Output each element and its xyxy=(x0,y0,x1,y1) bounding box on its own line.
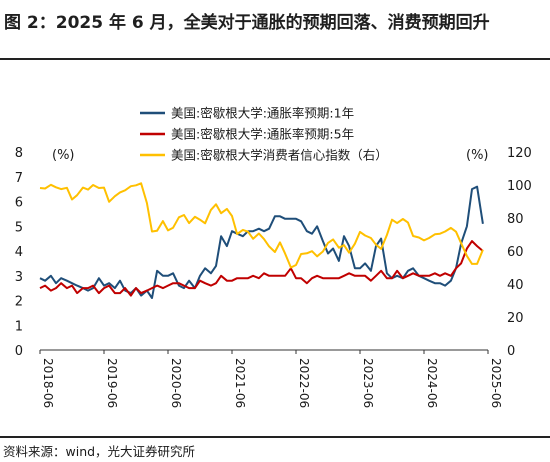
legend-label-3: 美国:密歇根大学消费者信心指数（右） xyxy=(171,148,388,163)
chart-title: 图 2：2025 年 6 月，全美对于通胀的预期回落、消费预期回升 xyxy=(4,13,490,33)
left-tick-label: 6 xyxy=(15,196,23,211)
right-tick-label: 100 xyxy=(507,179,532,194)
title-divider xyxy=(0,58,550,60)
series-group xyxy=(39,182,484,299)
left-tick-label: 7 xyxy=(15,171,23,186)
left-tick-label: 0 xyxy=(15,344,23,359)
legend: 美国:密歇根大学:通胀率预期:1年美国:密歇根大学:通胀率预期:5年美国:密歇根… xyxy=(140,106,388,163)
x-tick-label: 2020-06 xyxy=(169,358,183,408)
series-line-1 xyxy=(39,185,484,299)
left-tick-label: 4 xyxy=(15,245,23,260)
x-tick-label: 2018-06 xyxy=(41,358,55,408)
series-line-3 xyxy=(39,182,484,269)
right-tick-label: 120 xyxy=(507,146,532,161)
x-tick-label: 2022-06 xyxy=(297,358,311,408)
right-axis-unit: (%) xyxy=(466,148,489,163)
right-tick-label: 20 xyxy=(507,311,524,326)
x-tick-label: 2021-06 xyxy=(233,358,247,408)
left-tick-label: 5 xyxy=(15,220,23,235)
x-tick-label: 2025-06 xyxy=(489,358,503,408)
source-note: 资料来源：wind，光大证券研究所 xyxy=(3,444,196,459)
right-tick-label: 0 xyxy=(507,344,515,359)
source-divider xyxy=(0,436,550,438)
left-tick-label: 2 xyxy=(15,295,23,310)
left-tick-label: 1 xyxy=(15,319,23,334)
series-line-2 xyxy=(39,240,484,297)
right-tick-label: 60 xyxy=(507,245,524,260)
right-tick-label: 40 xyxy=(507,278,524,293)
x-tick-label: 2023-06 xyxy=(361,358,375,408)
left-axis-unit: (%) xyxy=(52,148,75,163)
left-tick-label: 8 xyxy=(15,146,23,161)
legend-label-2: 美国:密歇根大学:通胀率预期:5年 xyxy=(171,127,354,142)
x-tick-label: 2024-06 xyxy=(425,358,439,408)
x-tick-label: 2019-06 xyxy=(105,358,119,408)
right-tick-label: 80 xyxy=(507,212,524,227)
left-tick-label: 3 xyxy=(15,270,23,285)
legend-label-1: 美国:密歇根大学:通胀率预期:1年 xyxy=(171,106,354,121)
